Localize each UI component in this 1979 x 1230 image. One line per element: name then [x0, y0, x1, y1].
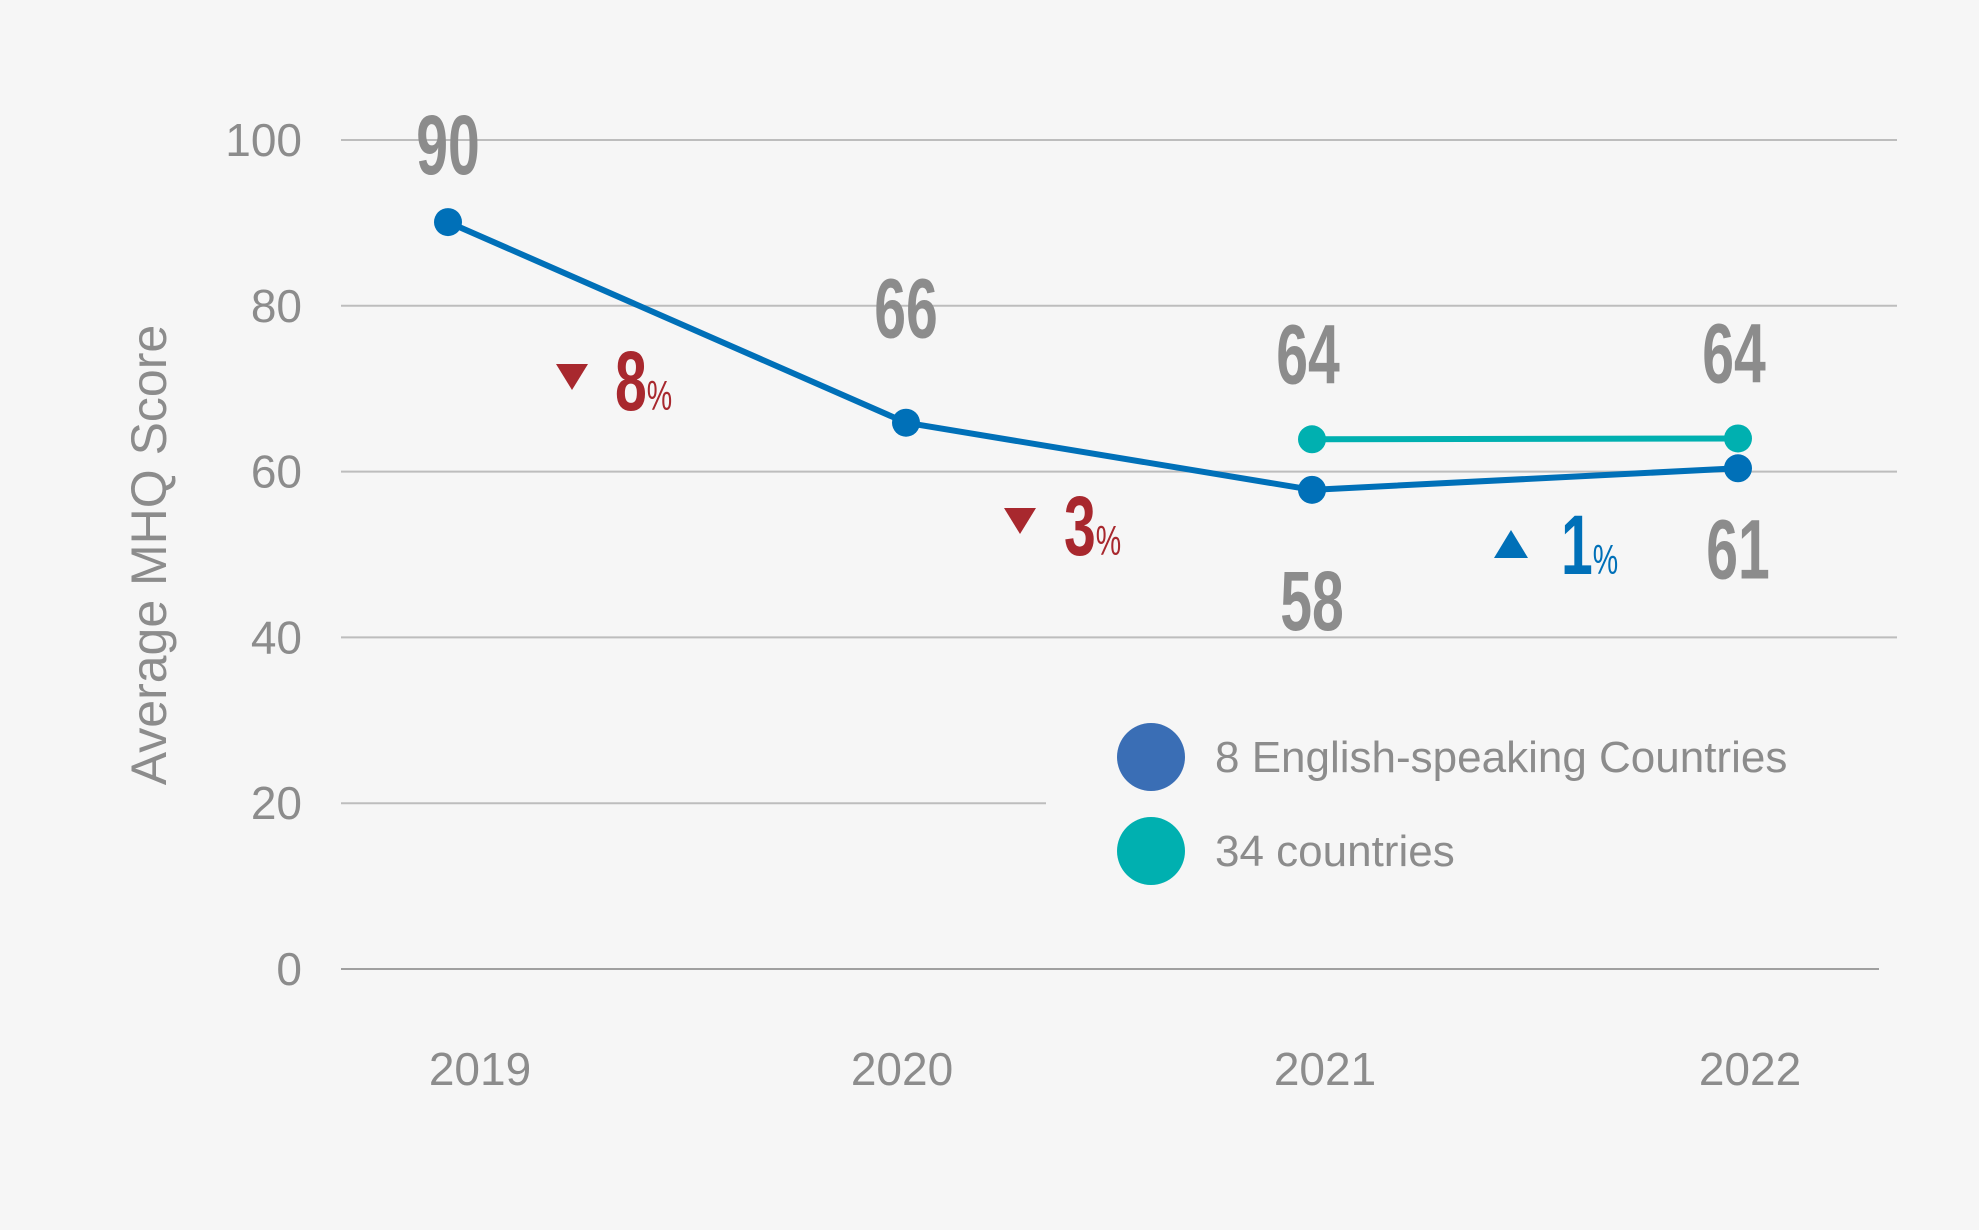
data-point — [1724, 454, 1752, 483]
data-point — [1724, 424, 1752, 453]
data-label: 64 — [1702, 308, 1766, 402]
data-label: 90 — [416, 99, 480, 193]
x-tick-label: 2022 — [1699, 1043, 1801, 1095]
x-tick-label: 2019 — [429, 1043, 531, 1095]
percent-unit: % — [647, 371, 672, 419]
legend-item: 8 English-speaking Countries — [1117, 723, 1787, 791]
data-label: 66 — [874, 263, 938, 357]
y-tick-label: 80 — [251, 280, 302, 332]
y-tick-label: 20 — [251, 777, 302, 829]
up-arrow-icon — [1494, 530, 1528, 558]
data-label: 58 — [1280, 555, 1344, 649]
down-arrow-icon — [556, 364, 588, 390]
y-tick-label: 0 — [276, 943, 302, 995]
data-point — [892, 408, 920, 437]
legend-swatch — [1117, 817, 1185, 885]
x-tick-label: 2020 — [851, 1043, 953, 1095]
legend-swatch — [1117, 723, 1185, 791]
legend-label: 8 English-speaking Countries — [1215, 733, 1787, 782]
legend-item: 34 countries — [1117, 817, 1455, 885]
y-tick-label: 40 — [251, 611, 302, 663]
x-tick-label: 2021 — [1274, 1043, 1376, 1095]
data-label: 61 — [1706, 503, 1770, 597]
change-value: 8% — [615, 335, 672, 429]
change-value: 3% — [1064, 480, 1121, 574]
percent-unit: % — [1593, 535, 1618, 583]
change-annotation: 1% — [1494, 499, 1618, 593]
change-value: 1% — [1561, 499, 1618, 593]
down-arrow-icon — [1004, 508, 1036, 534]
data-label: 64 — [1276, 308, 1340, 402]
y-tick-label: 60 — [251, 446, 302, 498]
change-annotation: 3% — [1004, 480, 1121, 574]
change-annotation: 8% — [556, 335, 672, 429]
y-axis-label: Average MHQ Score — [121, 325, 177, 785]
series-line — [446, 219, 1739, 493]
series-line — [1311, 435, 1739, 443]
data-point — [1298, 425, 1326, 454]
legend-label: 34 countries — [1215, 827, 1455, 876]
data-point — [434, 208, 462, 237]
data-point — [1298, 475, 1326, 504]
legend: 8 English-speaking Countries 34 countries — [1117, 723, 1787, 885]
y-tick-label: 100 — [225, 114, 302, 166]
percent-unit: % — [1096, 516, 1121, 564]
